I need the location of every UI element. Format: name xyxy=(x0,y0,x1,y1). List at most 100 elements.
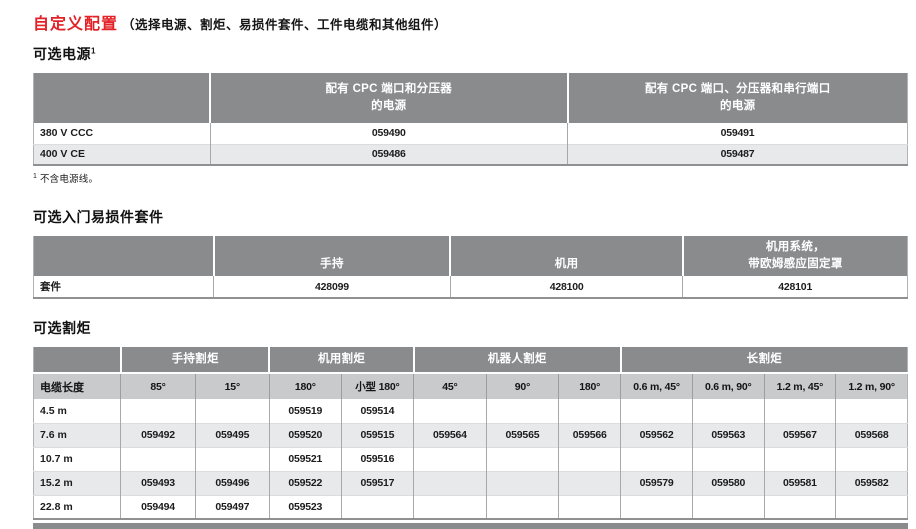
table-row: 22.8 m 059494 059497 059523 xyxy=(33,494,908,519)
table-row: 380 V CCC 059490 059491 xyxy=(34,123,908,144)
torch-subheader: 85° xyxy=(120,373,196,399)
header-line: 的电源 xyxy=(371,100,407,112)
part-number-cell xyxy=(120,399,196,423)
header-line: 机用系统， xyxy=(765,240,825,253)
page-title: 自定义配置 xyxy=(33,16,119,33)
table-row: 10.7 m 059521 059516 xyxy=(33,446,908,471)
kits-section-heading: 可选入门易损件套件 xyxy=(33,209,164,225)
part-number-cell: 059514 xyxy=(340,399,414,423)
power-section-heading: 可选电源1 xyxy=(33,44,908,64)
part-number-cell: 059567 xyxy=(763,422,836,447)
header-line xyxy=(455,239,677,256)
header-line: 配有 CPC 端口和分压器 xyxy=(325,82,453,95)
row-label: 22.8 m xyxy=(33,494,121,519)
part-number-cell xyxy=(558,494,621,519)
part-number-cell: 428101 xyxy=(682,276,908,298)
torch-group-handheld: 手持割炬 xyxy=(119,347,270,374)
part-number-cell: 059515 xyxy=(340,422,414,447)
torch-table-corner-cell xyxy=(33,347,121,374)
table-row: 7.6 m 059492 059495 059520 059515 059564… xyxy=(33,422,908,447)
part-number-cell xyxy=(763,399,836,423)
row-label: 套件 xyxy=(40,281,61,293)
power-col-header-cpc: 配有 CPC 端口和分压器 的电源 xyxy=(209,73,568,123)
part-number-cell: 059582 xyxy=(835,470,908,495)
part-number-cell: 059566 xyxy=(558,422,621,447)
title-row: 自定义配置 （选择电源、割炬、易损件套件、工件电缆和其他组件） xyxy=(33,10,908,34)
part-number-cell xyxy=(485,399,559,423)
next-table-header-partial xyxy=(33,523,908,529)
header-line: 手持 xyxy=(320,257,344,270)
header-line: 带欧姆感应固定罩 xyxy=(748,258,843,270)
power-heading-footnote-marker: 1 xyxy=(91,46,96,56)
torch-subheader: 1.2 m, 45° xyxy=(763,373,836,399)
table-row: 4.5 m 059519 059514 xyxy=(34,399,908,423)
part-number-cell xyxy=(620,446,693,471)
part-number-cell xyxy=(194,446,270,471)
table-row: 15.2 m 059493 059496 059522 059517 05957… xyxy=(33,470,908,495)
part-number-cell xyxy=(120,446,196,471)
part-number-cell xyxy=(485,494,559,519)
kits-col-header-machine-ohmic: 机用系统， 带欧姆感应固定罩 xyxy=(681,236,908,276)
part-number-cell: 059519 xyxy=(268,399,342,423)
part-number-cell: 059522 xyxy=(268,470,342,495)
part-number-cell xyxy=(691,446,765,471)
power-footnote: 1 不含电源线。 xyxy=(33,171,908,185)
table-row: 400 V CE 059486 059487 xyxy=(33,143,908,165)
part-number-cell: 059492 xyxy=(120,422,196,447)
part-number-cell xyxy=(763,446,836,471)
part-number-cell: 059581 xyxy=(763,470,836,495)
part-number-cell: 059565 xyxy=(485,422,559,447)
row-label: 400 V CE xyxy=(33,143,211,165)
torch-subheader: 90° xyxy=(485,373,559,399)
kits-table-corner-cell xyxy=(33,236,214,276)
part-number-cell xyxy=(763,494,836,519)
row-label: 15.2 m xyxy=(33,470,121,495)
part-number-cell xyxy=(691,399,765,423)
part-number-cell: 059495 xyxy=(194,422,270,447)
part-number-cell: 059579 xyxy=(620,470,693,495)
header-line: 机用 xyxy=(554,257,579,270)
part-number-cell xyxy=(835,446,908,471)
part-number-cell xyxy=(835,494,908,519)
torch-section-heading: 可选割炬 xyxy=(33,320,91,336)
footnote-marker: 1 xyxy=(33,172,38,180)
part-number-cell: 059486 xyxy=(209,143,568,165)
power-col-header-cpc-serial: 配有 CPC 端口、分压器和串行端口 的电源 xyxy=(566,73,908,123)
part-number-cell: 059494 xyxy=(120,494,196,519)
part-number-cell: 059520 xyxy=(268,422,342,447)
part-number-cell xyxy=(413,494,487,519)
part-number-cell: 059523 xyxy=(268,494,342,519)
part-number-cell xyxy=(835,399,908,423)
part-number-cell xyxy=(620,494,693,519)
torch-row-header: 电缆长度 xyxy=(33,373,121,399)
header-line xyxy=(219,239,446,256)
part-number-cell: 059563 xyxy=(691,422,765,447)
part-number-cell: 428100 xyxy=(449,276,683,298)
torch-subheader: 1.2 m, 90° xyxy=(835,373,908,399)
kits-table: 手持 机用 机用系统， 带欧姆感应固定罩 套件 428099 428100 42… xyxy=(33,236,908,299)
part-number-cell xyxy=(558,470,621,495)
torch-group-robot: 机器人割炬 xyxy=(412,347,621,374)
part-number-cell xyxy=(413,446,487,471)
part-number-cell: 059490 xyxy=(209,123,568,144)
part-number-cell xyxy=(340,494,414,519)
row-label: 7.6 m xyxy=(33,422,121,447)
power-heading-text: 可选电源 xyxy=(33,46,91,62)
part-number-cell: 059491 xyxy=(567,123,908,144)
torch-table: 手持割炬 机用割炬 机器人割炬 长割炬 电缆长度 85° 15° 180° 小型… xyxy=(33,347,908,520)
part-number-cell xyxy=(194,399,270,423)
part-number-cell xyxy=(558,399,621,423)
part-number-cell: 059580 xyxy=(691,470,765,495)
part-number-cell: 059517 xyxy=(340,470,414,495)
part-number-cell: 428099 xyxy=(213,276,451,298)
part-number-cell: 059487 xyxy=(567,143,908,165)
part-number-cell: 059521 xyxy=(268,446,342,471)
part-number-cell xyxy=(413,399,487,423)
power-table-corner-cell xyxy=(33,73,211,123)
torch-subheader: 180° xyxy=(268,373,342,399)
part-number-cell xyxy=(558,446,621,471)
part-number-cell: 059493 xyxy=(120,470,196,495)
part-number-cell: 059496 xyxy=(194,470,270,495)
part-number-cell xyxy=(620,399,693,423)
